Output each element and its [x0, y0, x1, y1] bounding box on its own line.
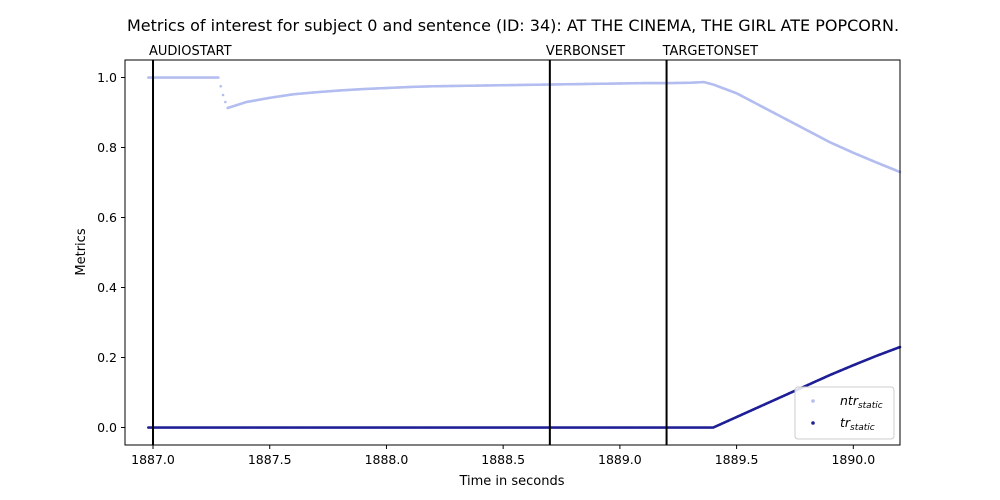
x-axis-label: Time in seconds — [458, 474, 564, 489]
data-point — [224, 100, 227, 104]
x-tick-label: 1887.5 — [248, 452, 292, 467]
legend-box — [794, 386, 895, 440]
x-tick-label: 1887.0 — [131, 452, 175, 467]
data-point — [217, 76, 220, 79]
event-label-verbonset: VERBONSET — [546, 44, 625, 59]
x-tick-label: 1889.0 — [598, 452, 642, 467]
chart-title: Metrics of interest for subject 0 and se… — [127, 16, 899, 35]
y-tick-label: 0.8 — [97, 140, 117, 155]
plot-area: AUDIOSTART VERBONSET TARGETONSET — [124, 44, 902, 446]
legend-entries: ntrstatic trstatic — [811, 393, 883, 433]
x-axis-ticks: 1887.0 1887.5 1888.0 1888.5 1889.0 1889.5 1890… — [131, 445, 875, 467]
series-ntr-static — [147, 76, 902, 174]
y-tick-label: 0.2 — [97, 350, 117, 365]
y-tick-label: 0.6 — [97, 210, 117, 225]
event-layer: AUDIOSTART VERBONSET TARGETONSET — [149, 44, 758, 445]
legend-label-tr: trstatic — [840, 415, 875, 433]
y-axis-label: Metrics — [74, 228, 89, 275]
y-tick-label: 0.4 — [97, 280, 117, 295]
legend-marker-ntr — [811, 399, 815, 403]
legend-label-ntr: ntrstatic — [840, 393, 883, 411]
x-tick-label: 1888.5 — [481, 452, 525, 467]
x-tick-label: 1888.0 — [365, 452, 409, 467]
y-tick-label: 1.0 — [97, 70, 117, 85]
x-tick-label: 1889.5 — [715, 452, 759, 467]
event-label-targetonset: TARGETONSET — [662, 44, 759, 59]
series-tr-static — [147, 345, 902, 429]
plot-frame — [124, 59, 901, 446]
series-layer — [147, 76, 902, 429]
y-tick-label: 0.0 — [97, 420, 117, 435]
data-point — [221, 93, 225, 97]
x-tick-label: 1890.0 — [831, 452, 875, 467]
legend-marker-tr — [811, 421, 815, 425]
legend: ntrstatic trstatic — [794, 386, 895, 440]
event-label-audiostart: AUDIOSTART — [149, 44, 232, 59]
data-point — [219, 84, 223, 88]
y-axis-ticks: 0.0 0.2 0.4 0.6 0.8 1.0 — [97, 70, 125, 435]
